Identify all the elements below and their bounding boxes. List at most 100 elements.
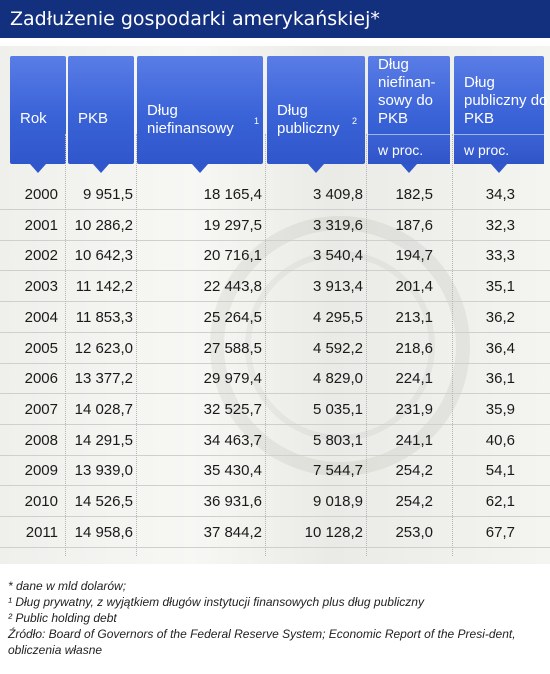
seal-watermark-inner xyxy=(245,251,435,441)
header-label: Dług niefinan- sowy do PKB xyxy=(378,56,436,127)
table-cell: 2004 xyxy=(24,308,58,326)
footnotes: * dane w mld dolarów; ¹ Dług prywatny, z… xyxy=(8,578,544,658)
footnote: Źródło: Board of Governors of the Federa… xyxy=(8,627,516,657)
table-cell: 2010 xyxy=(24,493,58,510)
table-cell: 25 264,5 xyxy=(203,308,262,326)
header-rok: Rok xyxy=(10,56,66,173)
table-row: 2006 13 377,2 29 979,4 4 829,0 224,1 36,1 xyxy=(0,364,550,395)
table-cell: 3 913,4 xyxy=(312,278,363,296)
table-cell: 2007 xyxy=(24,400,58,418)
table-cell: 35,9 xyxy=(485,400,515,418)
table-cell: 187,6 xyxy=(395,216,433,234)
table-cell: 2009 xyxy=(24,462,58,480)
table-cell: 2000 xyxy=(24,186,58,203)
header-label: Dług publiczny xyxy=(277,102,340,137)
table-cell: 9 018,9 xyxy=(312,493,363,510)
table-row: 2009 13 939,0 35 430,4 7 544,7 254,2 54,1 xyxy=(0,456,550,487)
table-cell: 7 544,7 xyxy=(312,462,363,480)
table-cell: 34,3 xyxy=(485,186,515,203)
table-cell: 5 035,1 xyxy=(312,400,363,418)
header-arrow-icon xyxy=(30,164,46,173)
header-arrow-icon xyxy=(192,164,208,173)
table-cell: 20 716,1 xyxy=(203,247,262,265)
header-unit: w proc. xyxy=(368,134,450,164)
table-cell: 3 540,4 xyxy=(312,247,363,265)
table-cell: 10 286,2 xyxy=(74,216,133,234)
table-cell: 36,1 xyxy=(485,370,515,388)
table-row: 2003 11 142,2 22 443,8 3 913,4 201,4 35,1 xyxy=(0,272,550,303)
table-cell: 40,6 xyxy=(485,431,515,449)
table-cell: 254,2 xyxy=(395,493,433,510)
table-cell: 241,1 xyxy=(395,431,433,449)
table-cell: 5 803,1 xyxy=(312,431,363,449)
table-cell: 34 463,7 xyxy=(203,431,262,449)
table-cell: 2001 xyxy=(24,216,58,234)
footnote: ² Public holding debt xyxy=(8,611,117,625)
column-divider xyxy=(136,134,137,556)
header-sup: 1 xyxy=(254,116,260,126)
table-cell: 12 623,0 xyxy=(74,339,133,357)
header-label: Dług niefinansowy xyxy=(147,102,234,137)
column-divider xyxy=(452,134,453,556)
table-cell: 231,9 xyxy=(395,400,433,418)
footnote: ¹ Dług prywatny, z wyjątkiem długów inst… xyxy=(8,595,424,609)
table-cell: 4 829,0 xyxy=(312,370,363,388)
table-row: 2011 14 958,6 37 844,2 10 128,2 253,0 67,7 xyxy=(0,518,550,548)
table-row: 2002 10 642,3 20 716,1 3 540,4 194,7 33,3 xyxy=(0,241,550,272)
table-cell: 33,3 xyxy=(485,247,515,265)
table-cell: 35,1 xyxy=(485,278,515,296)
table-cell: 13 939,0 xyxy=(74,462,133,480)
table-cell: 10 128,2 xyxy=(304,523,363,541)
table-cell: 36,2 xyxy=(485,308,515,326)
table-cell: 11 142,2 xyxy=(75,278,133,296)
table-cell: 10 642,3 xyxy=(74,247,133,265)
header-arrow-icon xyxy=(308,164,324,173)
table-cell: 32,3 xyxy=(485,216,515,234)
column-divider xyxy=(366,134,367,556)
header-publ-do-pkb: Dług publiczny do PKB w proc. xyxy=(454,56,547,173)
table-cell: 27 588,5 xyxy=(203,339,262,357)
header-dlug-publiczny: Dług publiczny 2 xyxy=(267,56,365,173)
table-cell: 36 931,6 xyxy=(203,493,262,510)
table-cell: 35 430,4 xyxy=(203,462,262,480)
table-cell: 14 028,7 xyxy=(74,400,133,418)
table-cell: 2006 xyxy=(24,370,58,388)
table-cell: 4 592,2 xyxy=(312,339,363,357)
header-dlug-niefinansowy: Dług niefinansowy 1 xyxy=(137,56,263,173)
table-cell: 253,0 xyxy=(395,523,433,541)
table-cell: 218,6 xyxy=(395,339,433,357)
table-row: 2010 14 526,5 36 931,6 9 018,9 254,2 62,1 xyxy=(0,487,550,517)
table-row: 2007 14 028,7 32 525,7 5 035,1 231,9 35,9 xyxy=(0,395,550,425)
table-cell: 2011 xyxy=(25,523,58,541)
table-cell: 37 844,2 xyxy=(203,523,262,541)
table-cell: 4 295,5 xyxy=(312,308,363,326)
table-cell: 182,5 xyxy=(395,186,433,203)
table-cell: 201,4 xyxy=(395,278,433,296)
table-cell: 3 409,8 xyxy=(312,186,363,203)
table-cell: 2008 xyxy=(24,431,58,449)
table-cell: 18 165,4 xyxy=(203,186,262,203)
table-cell: 14 958,6 xyxy=(74,523,133,541)
table-cell: 13 377,2 xyxy=(74,370,133,388)
table-cell: 54,1 xyxy=(485,462,515,480)
table-cell: 213,1 xyxy=(395,308,433,326)
table-cell: 19 297,5 xyxy=(203,216,262,234)
table-cell: 14 291,5 xyxy=(74,431,133,449)
header-niefin-do-pkb: Dług niefinan- sowy do PKB w proc. xyxy=(368,56,450,173)
table-cell: 254,2 xyxy=(395,462,433,480)
table-cell: 14 526,5 xyxy=(74,493,133,510)
header-arrow-icon xyxy=(93,164,109,173)
table-cell: 62,1 xyxy=(485,493,515,510)
header-pkb: PKB xyxy=(68,56,134,173)
header-unit: w proc. xyxy=(454,134,544,164)
table-row: 2008 14 291,5 34 463,7 5 803,1 241,1 40,6 xyxy=(0,426,550,456)
table-cell: 11 853,3 xyxy=(75,308,133,326)
header-arrow-icon xyxy=(401,164,417,173)
column-divider xyxy=(65,134,66,556)
table-row: 2000 9 951,5 18 165,4 3 409,8 182,5 34,3 xyxy=(0,180,550,210)
header-sup: 2 xyxy=(352,116,358,126)
header-label: PKB xyxy=(78,110,109,127)
footnote: * dane w mld dolarów; xyxy=(8,579,127,593)
table-row: 2005 12 623,0 27 588,5 4 592,2 218,6 36,4 xyxy=(0,334,550,364)
data-table: Rok PKB Dług niefinansowy 1 Dług publicz… xyxy=(0,46,550,564)
